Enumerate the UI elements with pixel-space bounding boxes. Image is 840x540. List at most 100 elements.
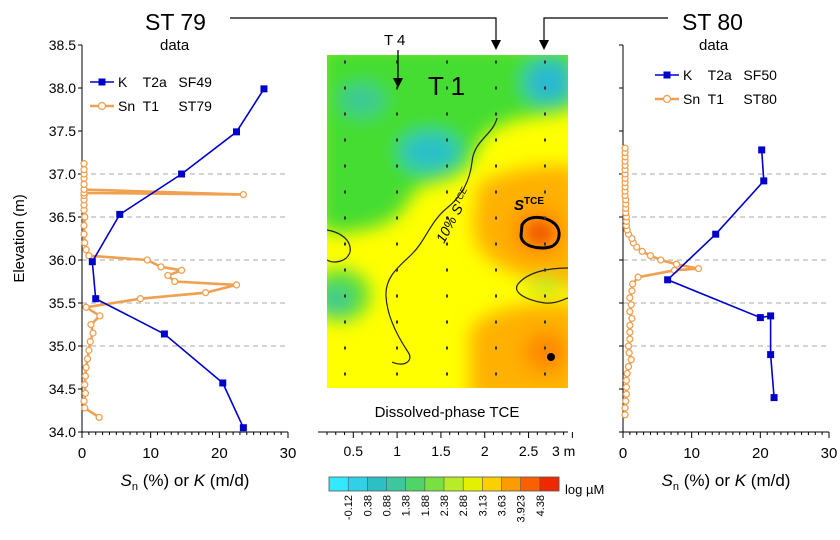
sample-point xyxy=(446,164,448,168)
map-x-tick-label: 2 xyxy=(481,443,489,459)
x-axis-label-part: K xyxy=(194,471,206,490)
sn-series-point xyxy=(625,349,633,357)
sn-series-point xyxy=(81,404,89,412)
sn-series-point xyxy=(672,260,681,268)
colorbar-swatch xyxy=(348,477,368,491)
x-axis-label-part: (m/d) xyxy=(746,471,790,490)
colorbar-tick-label: 2.38 xyxy=(439,495,451,516)
sample-point xyxy=(446,138,448,142)
sn-series-point xyxy=(201,289,210,297)
st79-pointer-line xyxy=(230,17,497,44)
legend-sn-marker xyxy=(662,94,672,104)
sn-series-point xyxy=(622,376,631,385)
y-tick-label: 38.5 xyxy=(49,37,76,53)
x-axis-label: Sn (%) or K (m/d) xyxy=(662,471,791,493)
sn-series-point xyxy=(634,273,642,281)
sn-series-point xyxy=(81,389,90,397)
sample-point xyxy=(396,268,398,272)
sn-series-point xyxy=(626,328,634,336)
sn-series-line xyxy=(623,148,699,415)
sn-series-point xyxy=(89,329,97,337)
sample-point xyxy=(544,164,546,168)
sn-series-point xyxy=(624,342,633,350)
y-axis-label: Elevation (m) xyxy=(11,194,28,282)
s-tce-letter: S xyxy=(514,197,524,214)
sample-point xyxy=(495,60,497,64)
y-tick-label: 35.0 xyxy=(49,338,76,354)
sn-series-point xyxy=(626,307,634,316)
sample-point xyxy=(544,268,546,272)
sn-series-point xyxy=(177,266,186,274)
colorbar-swatch xyxy=(424,477,445,491)
y-tick-label: 37.0 xyxy=(49,166,76,182)
sn-series-point xyxy=(628,314,636,323)
st80-subtitle: data xyxy=(699,37,729,54)
x-axis-label-part: (%) or xyxy=(679,471,735,490)
contour-s-tce xyxy=(519,215,561,250)
sn-series-point xyxy=(621,404,629,412)
sample-point xyxy=(344,112,346,116)
sample-point xyxy=(396,60,398,64)
sample-point xyxy=(544,86,546,90)
heatmap-cyan-spot-2 xyxy=(524,60,568,104)
colorbar-tick-label: 0.38 xyxy=(362,495,374,516)
sn-series-point xyxy=(646,252,655,260)
s-tce-sup: TCE xyxy=(524,196,544,207)
legend-k-label: K T2a SF50 xyxy=(683,67,777,83)
map-x-tick-label: 3 m xyxy=(552,443,575,459)
tce-heatmap xyxy=(327,55,568,388)
map-caption: Dissolved-phase TCE xyxy=(375,404,520,421)
sn-series-point xyxy=(80,160,88,168)
sample-point xyxy=(495,346,497,350)
contour-right-mid xyxy=(516,267,568,304)
sample-point xyxy=(344,164,346,168)
st79-pointer-head xyxy=(491,40,501,50)
colorbar-swatch xyxy=(405,477,426,491)
colorbar-swatch xyxy=(386,477,407,491)
sn-series-point xyxy=(626,294,634,302)
sn-series-point xyxy=(87,320,95,329)
x-axis-label-part: K xyxy=(735,471,747,490)
sn-series-point xyxy=(83,355,92,363)
sample-point xyxy=(344,372,346,376)
sample-point xyxy=(544,112,546,116)
x-axis-label-part: (%) or xyxy=(138,471,194,490)
st80-title: ST 80 xyxy=(682,9,743,35)
sample-point xyxy=(344,138,346,142)
colorbar-swatch xyxy=(367,477,387,491)
x-tick-label: 0 xyxy=(619,445,627,462)
colorbar: -0.12 0.38 0.88 1.38 1.88 2.38 2.88 3.13 3.63 3.9… xyxy=(328,476,560,523)
y-tick-label: 37.5 xyxy=(49,123,76,139)
st79-subtitle: data xyxy=(160,37,190,54)
contour-left xyxy=(327,229,351,263)
st80-pointer-head xyxy=(539,40,549,50)
sample-point xyxy=(396,346,398,350)
y-tick-label: 36.5 xyxy=(49,209,76,225)
y-tick-label: 35.5 xyxy=(49,295,76,311)
colorbar-tick-label: 1.88 xyxy=(420,495,432,516)
sn-series-point xyxy=(80,166,88,174)
colorbar-tick-label: 3.13 xyxy=(477,495,489,516)
sn-series-point xyxy=(82,363,90,372)
sn-series-point xyxy=(622,390,631,398)
sample-point xyxy=(446,268,448,272)
sample-point xyxy=(344,242,346,246)
sample-point xyxy=(544,320,546,324)
sn-series-point xyxy=(628,280,637,288)
sn-series-point xyxy=(626,321,634,330)
sn-series-point xyxy=(624,362,633,371)
sample-point xyxy=(396,164,398,168)
sample-point xyxy=(544,216,546,220)
k-series-point xyxy=(88,258,96,266)
colorbar-tick-label: 3.63 xyxy=(497,495,509,516)
sn-series-point xyxy=(621,144,629,152)
sn-series-point xyxy=(82,246,90,254)
sample-point xyxy=(495,372,497,376)
sample-point xyxy=(344,320,346,324)
sample-point xyxy=(396,190,398,194)
colorbar-swatch xyxy=(463,477,483,491)
sample-point xyxy=(495,164,497,168)
sample-point xyxy=(396,372,398,376)
sample-point xyxy=(495,112,497,116)
sn-series-point xyxy=(85,346,93,354)
